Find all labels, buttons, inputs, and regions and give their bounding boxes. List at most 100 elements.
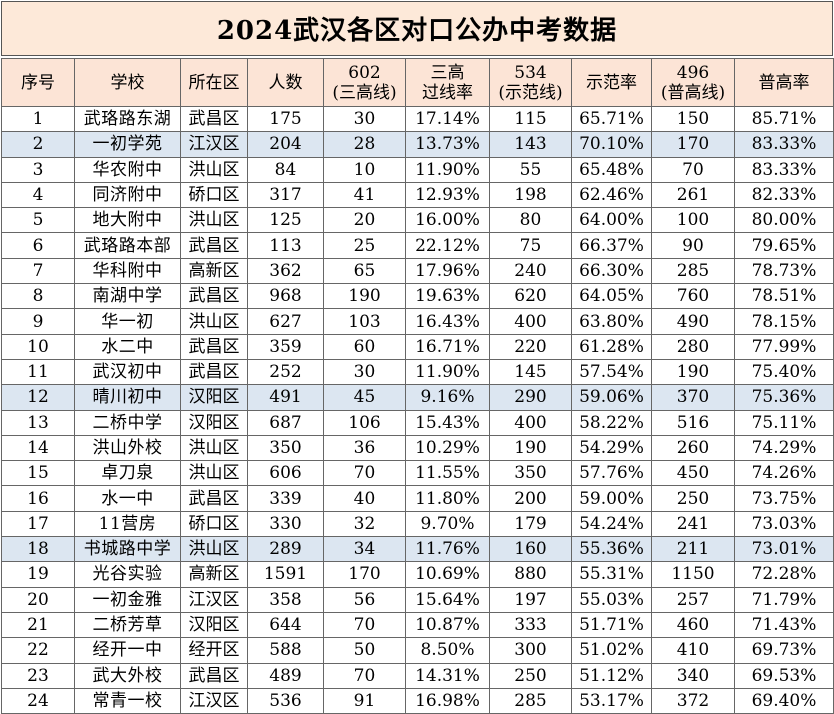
cell-534-rate[interactable]: 55.36% — [571, 536, 652, 563]
cell-school[interactable]: 武珞路本部 — [74, 232, 181, 259]
cell-district[interactable]: 洪山区 — [180, 536, 248, 563]
cell-count[interactable]: 968 — [247, 283, 324, 310]
cell-496-rate[interactable]: 73.03% — [734, 510, 834, 538]
cell-602-rate[interactable]: 12.93% — [405, 181, 490, 209]
cell-534-rate[interactable]: 54.29% — [571, 434, 652, 462]
cell-496[interactable]: 372 — [651, 687, 735, 714]
cell-602-rate[interactable]: 11.90% — [405, 156, 490, 183]
cell-no[interactable]: 16 — [1, 485, 75, 512]
cell-count[interactable]: 1591 — [247, 561, 324, 588]
cell-534-rate[interactable]: 66.30% — [571, 257, 652, 285]
cell-no[interactable]: 1 — [1, 105, 75, 133]
cell-602-rate[interactable]: 13.73% — [405, 131, 490, 158]
cell-school[interactable]: 一初金雅 — [74, 586, 181, 613]
cell-534-rate[interactable]: 54.24% — [571, 510, 652, 538]
cell-534[interactable]: 620 — [489, 283, 572, 310]
cell-496-rate[interactable]: 77.99% — [734, 333, 834, 360]
cell-534[interactable]: 400 — [489, 409, 572, 436]
cell-district[interactable]: 江汉区 — [180, 586, 248, 613]
cell-602-rate[interactable]: 11.90% — [405, 358, 490, 386]
header-496[interactable]: 496 (普高线) — [651, 58, 735, 107]
cell-534[interactable]: 145 — [489, 358, 572, 386]
cell-534-rate[interactable]: 59.00% — [571, 485, 652, 512]
cell-school[interactable]: 水二中 — [74, 333, 181, 360]
cell-school[interactable]: 常青一校 — [74, 687, 181, 714]
cell-district[interactable]: 武昌区 — [180, 485, 248, 512]
cell-district[interactable]: 武昌区 — [180, 662, 248, 689]
cell-496[interactable]: 370 — [651, 384, 735, 411]
cell-district[interactable]: 硚口区 — [180, 181, 248, 209]
cell-school[interactable]: 南湖中学 — [74, 283, 181, 310]
cell-district[interactable]: 汉阳区 — [180, 384, 248, 411]
cell-count[interactable]: 358 — [247, 586, 324, 613]
cell-534[interactable]: 115 — [489, 105, 572, 133]
cell-496-rate[interactable]: 75.11% — [734, 409, 834, 436]
header-534[interactable]: 534 (示范线) — [489, 58, 572, 107]
cell-602[interactable]: 60 — [323, 333, 406, 360]
cell-no[interactable]: 8 — [1, 283, 75, 310]
cell-602-rate[interactable]: 15.43% — [405, 409, 490, 436]
cell-496[interactable]: 250 — [651, 485, 735, 512]
cell-district[interactable]: 高新区 — [180, 561, 248, 588]
cell-496[interactable]: 257 — [651, 586, 735, 613]
header-district[interactable]: 所在区 — [180, 58, 248, 107]
cell-count[interactable]: 644 — [247, 611, 324, 639]
cell-602[interactable]: 70 — [323, 662, 406, 689]
cell-602-rate[interactable]: 14.31% — [405, 662, 490, 689]
cell-school[interactable]: 华一初 — [74, 308, 181, 335]
cell-496-rate[interactable]: 74.26% — [734, 460, 834, 487]
cell-534-rate[interactable]: 70.10% — [571, 131, 652, 158]
cell-602[interactable]: 170 — [323, 561, 406, 588]
cell-534[interactable]: 285 — [489, 687, 572, 714]
cell-496[interactable]: 100 — [651, 207, 735, 234]
cell-district[interactable]: 江汉区 — [180, 687, 248, 714]
cell-534-rate[interactable]: 62.46% — [571, 181, 652, 209]
cell-district[interactable]: 洪山区 — [180, 308, 248, 335]
cell-496[interactable]: 150 — [651, 105, 735, 133]
cell-534[interactable]: 80 — [489, 207, 572, 234]
cell-602-rate[interactable]: 10.87% — [405, 611, 490, 639]
header-school[interactable]: 学校 — [74, 58, 181, 107]
cell-district[interactable]: 硚口区 — [180, 510, 248, 538]
cell-496[interactable]: 460 — [651, 611, 735, 639]
cell-school[interactable]: 华农附中 — [74, 156, 181, 183]
cell-534[interactable]: 333 — [489, 611, 572, 639]
cell-496-rate[interactable]: 69.53% — [734, 662, 834, 689]
cell-534[interactable]: 75 — [489, 232, 572, 259]
cell-534[interactable]: 880 — [489, 561, 572, 588]
cell-534-rate[interactable]: 51.12% — [571, 662, 652, 689]
cell-602[interactable]: 10 — [323, 156, 406, 183]
cell-school[interactable]: 书城路中学 — [74, 536, 181, 563]
cell-602[interactable]: 50 — [323, 637, 406, 664]
cell-602-rate[interactable]: 8.50% — [405, 637, 490, 664]
cell-count[interactable]: 84 — [247, 156, 324, 183]
cell-534-rate[interactable]: 55.31% — [571, 561, 652, 588]
cell-no[interactable]: 9 — [1, 308, 75, 335]
cell-534-rate[interactable]: 59.06% — [571, 384, 652, 411]
cell-no[interactable]: 15 — [1, 460, 75, 487]
cell-district[interactable]: 汉阳区 — [180, 409, 248, 436]
cell-district[interactable]: 洪山区 — [180, 207, 248, 234]
cell-496-rate[interactable]: 71.43% — [734, 611, 834, 639]
cell-count[interactable]: 113 — [247, 232, 324, 259]
cell-no[interactable]: 2 — [1, 131, 75, 158]
cell-602[interactable]: 36 — [323, 434, 406, 462]
header-602-rate[interactable]: 三高 过线率 — [405, 58, 490, 107]
cell-no[interactable]: 4 — [1, 181, 75, 209]
cell-school[interactable]: 武汉初中 — [74, 358, 181, 386]
cell-534[interactable]: 200 — [489, 485, 572, 512]
cell-496[interactable]: 410 — [651, 637, 735, 664]
cell-school[interactable]: 光谷实验 — [74, 561, 181, 588]
cell-count[interactable]: 362 — [247, 257, 324, 285]
cell-534-rate[interactable]: 64.05% — [571, 283, 652, 310]
cell-534[interactable]: 350 — [489, 460, 572, 487]
cell-count[interactable]: 588 — [247, 637, 324, 664]
cell-count[interactable]: 687 — [247, 409, 324, 436]
cell-school[interactable]: 经开一中 — [74, 637, 181, 664]
cell-496-rate[interactable]: 74.29% — [734, 434, 834, 462]
cell-534-rate[interactable]: 57.76% — [571, 460, 652, 487]
cell-school[interactable]: 晴川初中 — [74, 384, 181, 411]
cell-496-rate[interactable]: 75.40% — [734, 358, 834, 386]
cell-school[interactable]: 二桥中学 — [74, 409, 181, 436]
cell-602-rate[interactable]: 11.55% — [405, 460, 490, 487]
